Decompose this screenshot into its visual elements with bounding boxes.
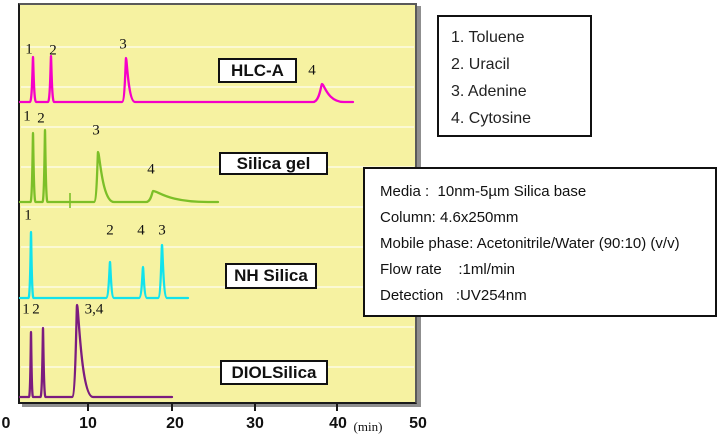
x-axis-tick-label-30: 30 <box>246 415 264 432</box>
x-axis-tick-label-20: 20 <box>166 415 184 432</box>
condition-column: Column: 4.6x250mm <box>380 208 519 226</box>
condition-detection: Detection :UV254nm <box>380 286 527 304</box>
condition-mobile-phase: Mobile phase: Acetonitrile/Water (90:10)… <box>380 234 680 252</box>
trace-label-nh-silica: NH Silica <box>225 263 317 289</box>
legend-item-uracil: 2. Uracil <box>451 55 510 73</box>
condition-media: Media : 10nm-5µm Silica base <box>380 182 587 200</box>
legend-item-adenine: 3. Adenine <box>451 82 527 100</box>
x-axis-tick-label-50: 50 <box>409 415 427 432</box>
x-axis-unit-label: (min) <box>353 419 383 434</box>
x-axis-tick-label-40: 40 <box>329 415 347 432</box>
trace-label-diol-silica: DIOLSilica <box>220 360 328 385</box>
trace-label-silica-gel: Silica gel <box>219 152 328 175</box>
condition-flow-rate: Flow rate :1ml/min <box>380 260 516 278</box>
x-axis-tick-label-0: 0 <box>1 415 11 432</box>
legend-item-toluene: 1. Toluene <box>451 28 525 46</box>
peak-legend: 1. Toluene 2. Uracil 3. Adenine 4. Cytos… <box>437 15 592 137</box>
trace-label-hlc-a: HLC-A <box>218 58 297 83</box>
conditions-panel: Media : 10nm-5µm Silica base Column: 4.6… <box>363 167 717 317</box>
legend-item-cytosine: 4. Cytosine <box>451 109 532 127</box>
x-axis-tick-label-10: 10 <box>79 415 97 432</box>
